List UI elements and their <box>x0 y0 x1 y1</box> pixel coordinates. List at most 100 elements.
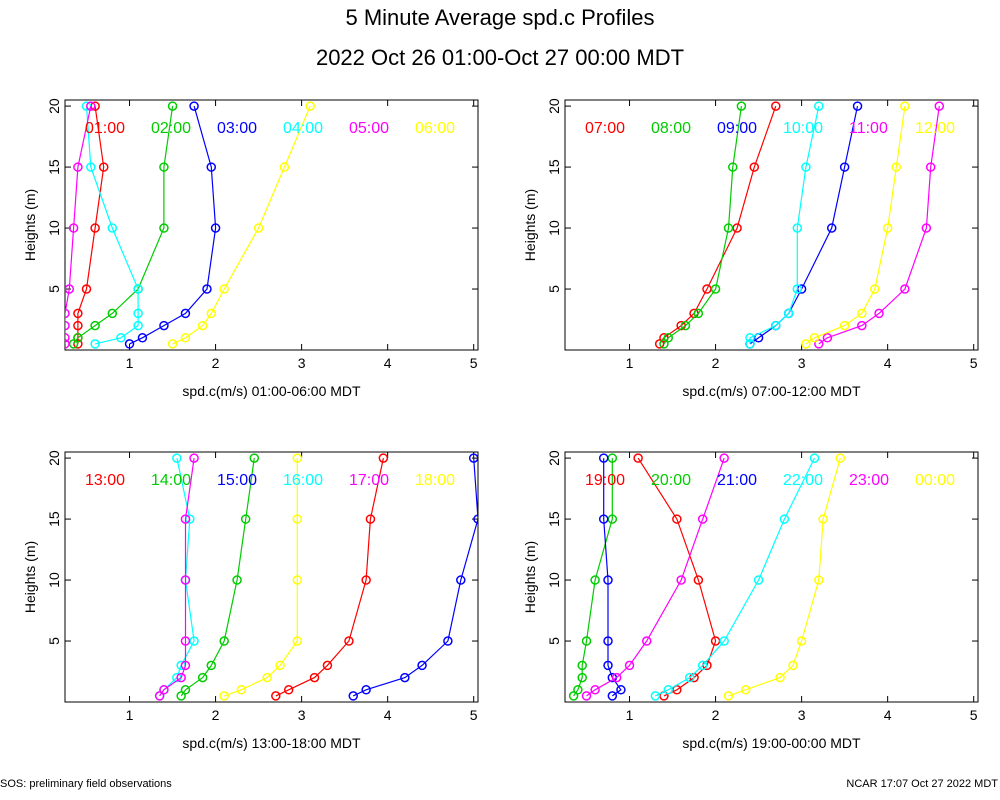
data-point <box>249 453 260 463</box>
x-tick-label: 4 <box>884 707 892 723</box>
y-tick-label: 10 <box>46 572 62 588</box>
y-tick-label: 15 <box>546 511 562 527</box>
series-line-20:00 <box>573 458 613 697</box>
data-point <box>378 453 389 463</box>
data-point <box>133 284 143 294</box>
x-tick-label: 2 <box>212 355 220 371</box>
y-tick-label: 20 <box>546 450 562 466</box>
data-point <box>814 339 824 349</box>
data-point <box>676 575 686 585</box>
data-point <box>921 223 932 233</box>
data-point <box>90 320 100 331</box>
legend-label: 07:00 <box>585 120 625 137</box>
legend-label: 05:00 <box>349 120 389 137</box>
y-axis-label: Heights (m) <box>522 541 538 613</box>
data-point <box>98 162 109 172</box>
data-point <box>292 636 303 646</box>
y-tick-label: 10 <box>546 572 562 588</box>
series-line-07:00 <box>659 105 777 345</box>
legend-label: 19:00 <box>585 472 625 489</box>
data-point <box>590 685 600 695</box>
data-point <box>107 308 118 319</box>
series-line-18:00 <box>223 458 298 697</box>
legend-label: 02:00 <box>151 120 191 137</box>
data-point <box>740 685 751 695</box>
data-point <box>309 672 320 683</box>
legend-label: 15:00 <box>217 472 257 489</box>
series-line-12:00 <box>805 106 906 345</box>
data-point <box>874 308 884 319</box>
data-point <box>206 308 217 319</box>
x-tick-label: 3 <box>298 355 306 371</box>
data-point <box>581 636 592 646</box>
data-point <box>719 636 729 646</box>
chart-subtitle: 2022 Oct 26 01:00-Oct 27 00:00 MDT <box>316 45 684 70</box>
data-point <box>852 101 863 111</box>
series-line-23:00 <box>586 457 725 697</box>
data-point <box>81 284 92 294</box>
data-point <box>792 284 803 294</box>
data-point <box>456 575 466 585</box>
data-point <box>86 162 96 172</box>
data-point <box>159 685 169 695</box>
series-line-10:00 <box>749 105 820 344</box>
legend-label: 21:00 <box>717 472 757 489</box>
data-point <box>159 223 169 233</box>
y-tick-label: 15 <box>546 159 562 175</box>
data-point <box>107 223 118 233</box>
data-point <box>801 162 811 172</box>
data-point <box>900 284 910 294</box>
series-line-14:00 <box>180 458 255 697</box>
data-point <box>663 333 673 343</box>
data-point <box>590 575 600 585</box>
data-point <box>361 575 371 585</box>
x-tick-label: 2 <box>712 355 720 371</box>
x-tick-label: 1 <box>626 355 634 371</box>
data-point <box>581 691 592 701</box>
series-line-06:00 <box>172 105 311 345</box>
data-point <box>697 514 708 524</box>
series-line-03:00 <box>129 105 217 345</box>
series-line-01:00 <box>77 106 105 344</box>
data-point <box>240 514 251 524</box>
data-point <box>176 691 186 701</box>
data-point <box>443 636 453 646</box>
data-point <box>361 685 371 695</box>
footer-right: NCAR 17:07 Oct 27 2022 MDT <box>846 778 998 790</box>
data-point <box>73 333 83 343</box>
data-point <box>870 284 880 294</box>
data-point <box>176 672 186 683</box>
legend-label: 10:00 <box>783 120 823 137</box>
data-point <box>745 339 755 349</box>
data-point <box>775 672 785 683</box>
data-point <box>835 453 846 463</box>
data-point <box>400 672 410 683</box>
legend-label: 08:00 <box>651 120 691 137</box>
plot-frame <box>64 451 479 703</box>
data-point <box>710 284 721 294</box>
x-tick-label: 2 <box>212 707 220 723</box>
data-point <box>796 636 807 646</box>
data-point <box>598 514 609 524</box>
legend-label: 09:00 <box>717 120 757 137</box>
data-point <box>197 320 208 331</box>
legend-label: 22:00 <box>783 472 823 489</box>
data-point <box>180 575 191 585</box>
y-tick-label: 5 <box>546 285 562 293</box>
data-point <box>882 223 893 233</box>
series-line-13:00 <box>275 457 384 697</box>
data-point <box>344 636 354 646</box>
x-tick-label: 5 <box>970 355 978 371</box>
plot-frame <box>64 99 479 351</box>
legend-label: 12:00 <box>915 120 955 137</box>
x-tick-label: 4 <box>384 355 392 371</box>
data-point <box>723 223 734 233</box>
data-point <box>719 453 729 463</box>
data-point <box>133 308 143 319</box>
data-point <box>925 162 936 172</box>
data-point <box>86 101 96 111</box>
data-point <box>271 691 281 701</box>
data-point <box>650 691 661 701</box>
data-point <box>180 685 191 695</box>
